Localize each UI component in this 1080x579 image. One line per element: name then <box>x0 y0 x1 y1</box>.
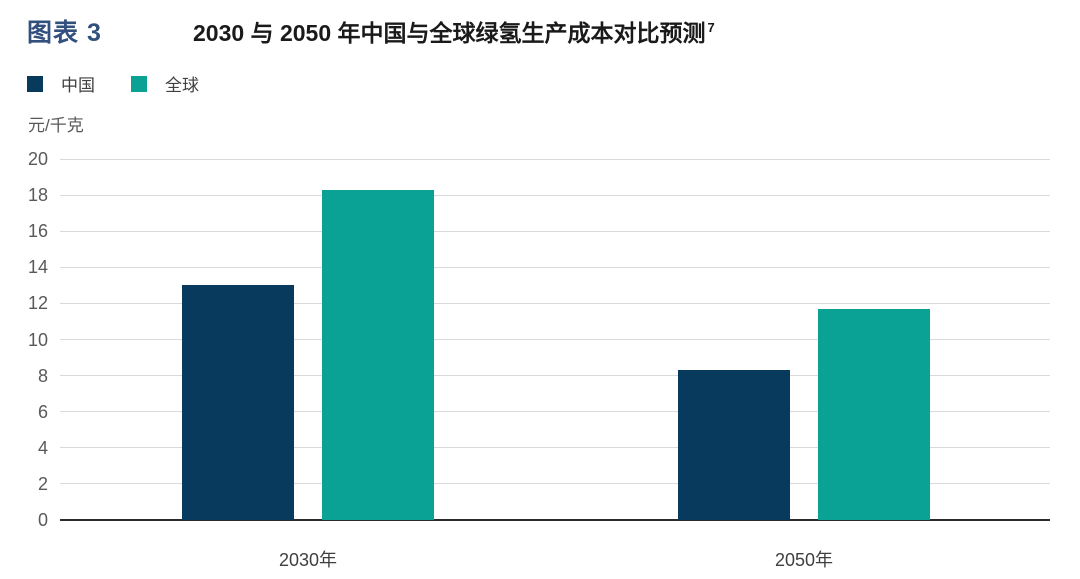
y-tick-label: 20 <box>27 149 48 169</box>
x-axis-line <box>60 519 1050 521</box>
gridline <box>60 194 1050 196</box>
legend-swatch <box>27 75 43 92</box>
y-tick-label: 14 <box>27 257 48 278</box>
y-tick-label: 12 <box>27 293 48 314</box>
legend-label: 中国 <box>61 76 95 95</box>
legend-item-中国: 中国 <box>27 71 95 96</box>
gridline <box>60 447 1050 449</box>
legend-item-全球: 全球 <box>131 71 199 96</box>
x-tick-label: 2030年 <box>278 550 338 570</box>
gridline <box>60 375 1050 377</box>
y-tick-label: 8 <box>37 365 48 386</box>
chart-title: 2030 与 2050 年中国与全球绿氢生产成本对比预测 7 <box>193 14 715 48</box>
gridline <box>60 230 1050 232</box>
bar-2030年-中国 <box>182 285 294 520</box>
gridline <box>60 483 1050 485</box>
y-tick-label: 2 <box>37 473 48 494</box>
y-tick-label: 10 <box>27 329 48 350</box>
legend: 中国 全球 <box>27 71 235 96</box>
legend-swatch <box>131 75 147 92</box>
chart-title-text: 2030 与 2050 年中国与全球绿氢生产成本对比预测 <box>193 20 706 46</box>
y-tick-label: 16 <box>27 221 48 242</box>
gridline <box>60 266 1050 268</box>
gridline <box>60 339 1050 340</box>
gridline <box>60 302 1050 304</box>
bar-2030年-全球 <box>322 189 434 520</box>
gridline <box>60 411 1050 413</box>
bar-2050年-全球 <box>818 308 930 520</box>
x-tick-label: 2050年 <box>774 550 834 570</box>
footnote-marker: 7 <box>707 20 715 36</box>
figure-label: 图表 3 <box>27 19 102 47</box>
y-axis-unit-label: 元/千克 <box>28 116 84 135</box>
gridline <box>60 158 1050 160</box>
bar-2050年-中国 <box>678 370 790 520</box>
y-tick-label: 0 <box>37 510 48 530</box>
legend-label: 全球 <box>165 76 199 95</box>
y-tick-label: 4 <box>37 437 48 458</box>
y-tick-label: 18 <box>27 185 48 206</box>
y-tick-label: 6 <box>37 401 48 422</box>
